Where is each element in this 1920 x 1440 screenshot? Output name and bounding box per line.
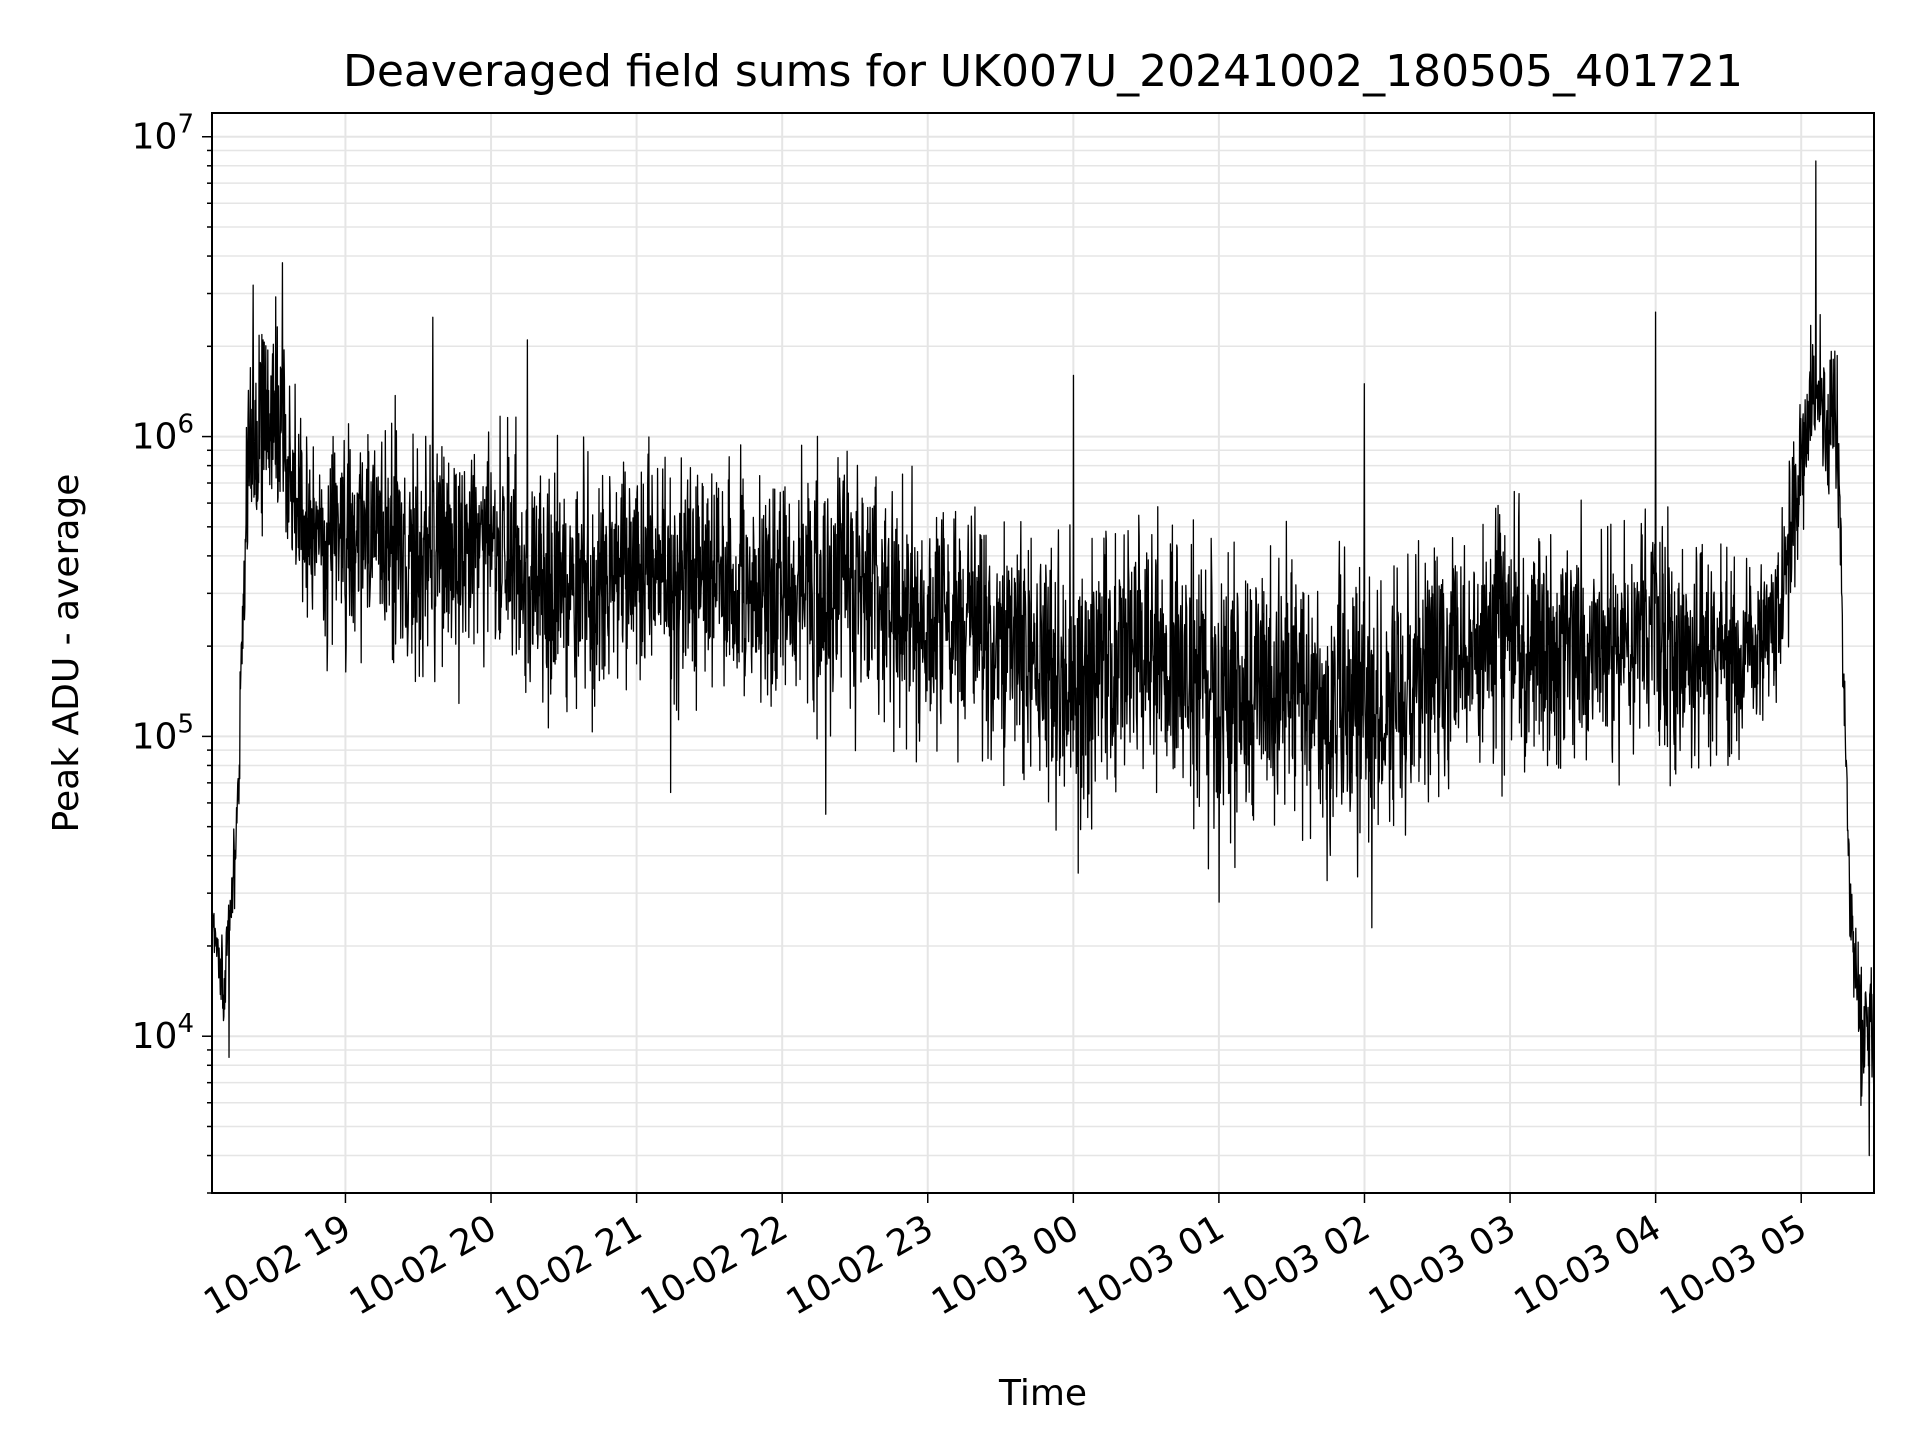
- y-tick-label: 106: [132, 410, 194, 458]
- grid: [212, 113, 1874, 1194]
- x-tick-label: 10-03 03: [1362, 1207, 1523, 1323]
- y-tick-label: 104: [132, 1009, 194, 1057]
- x-tick-label: 10-02 21: [488, 1207, 649, 1323]
- y-axis-ticks: 104 105 106 107: [132, 110, 212, 1194]
- x-tick-label: 10-02 23: [780, 1207, 941, 1323]
- x-tick-label: 10-03 05: [1653, 1207, 1814, 1323]
- x-tick-label: 10-03 04: [1507, 1207, 1668, 1323]
- x-tick-label: 10-03 01: [1071, 1207, 1232, 1323]
- y-axis-label: Peak ADU - average: [46, 474, 87, 833]
- x-tick-label: 10-02 22: [634, 1207, 795, 1323]
- series-line: [211, 160, 1875, 1157]
- plot-frame: [211, 112, 1875, 1194]
- x-tick-label: 10-03 02: [1216, 1207, 1377, 1323]
- chart-title: Deaveraged field sums for UK007U_2024100…: [343, 46, 1743, 97]
- x-tick-label: 10-02 20: [343, 1207, 504, 1323]
- y-tick-label: 107: [132, 110, 194, 158]
- x-axis-label: Time: [998, 1373, 1087, 1414]
- y-tick-label: 105: [132, 709, 194, 757]
- x-tick-label: 10-02 19: [197, 1207, 358, 1323]
- x-tick-label: 10-03 00: [925, 1207, 1086, 1323]
